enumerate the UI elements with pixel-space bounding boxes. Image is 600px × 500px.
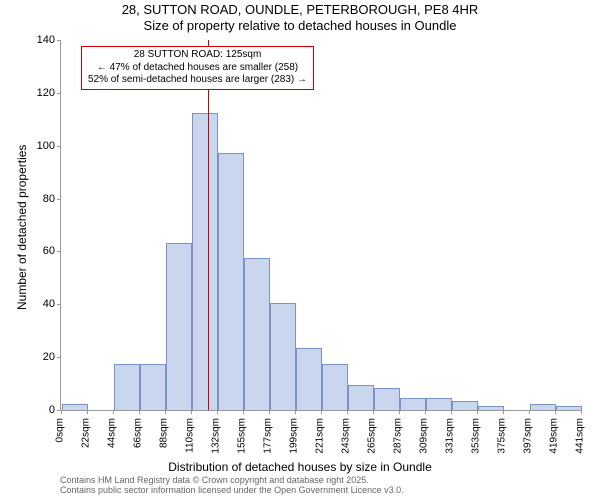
y-tick-label: 140 [37,34,55,46]
y-tick-label: 40 [43,298,55,310]
histogram-bar [296,348,322,410]
x-tick-label: 375sqm [497,418,508,454]
x-tick-mark [243,410,244,414]
x-tick-mark [373,410,374,414]
footer-attribution: Contains HM Land Registry data © Crown c… [60,476,404,496]
y-tick-mark [57,146,61,147]
y-tick-mark [57,304,61,305]
x-tick-label: 0sqm [55,418,66,442]
histogram-bar [348,385,374,410]
x-tick-label: 177sqm [263,418,274,454]
x-tick-mark [529,410,530,414]
x-tick-label: 331sqm [445,418,456,454]
histogram-bar [322,364,348,410]
histogram-bar [244,258,270,410]
x-tick-label: 66sqm [133,418,144,448]
histogram-bar [426,398,452,410]
x-tick-label: 441sqm [575,418,586,454]
histogram-bar [114,364,140,410]
x-tick-mark [217,410,218,414]
x-tick-mark [87,410,88,414]
y-tick-label: 20 [43,351,55,363]
chart-container: 28, SUTTON ROAD, OUNDLE, PETERBOROUGH, P… [0,0,600,500]
y-axis-label: Number of detached properties [15,145,29,310]
y-tick-label: 100 [37,140,55,152]
histogram-bar [166,243,192,411]
x-tick-mark [347,410,348,414]
x-tick-mark [477,410,478,414]
x-tick-mark [399,410,400,414]
histogram-bar [192,113,218,410]
footer-line2: Contains public sector information licen… [60,486,404,496]
y-tick-label: 0 [49,404,55,416]
x-tick-label: 265sqm [367,418,378,454]
x-tick-label: 22sqm [81,418,92,448]
y-tick-mark [57,251,61,252]
x-tick-label: 221sqm [315,418,326,454]
x-tick-label: 243sqm [341,418,352,454]
x-tick-mark [269,410,270,414]
histogram-bar [556,406,582,410]
histogram-bar [62,404,88,410]
x-axis-label: Distribution of detached houses by size … [0,460,600,474]
x-tick-mark [555,410,556,414]
y-tick-label: 60 [43,245,55,257]
x-tick-label: 88sqm [159,418,170,448]
x-tick-label: 353sqm [471,418,482,454]
x-tick-mark [425,410,426,414]
annotation-box: 28 SUTTON ROAD: 125sqm← 47% of detached … [81,46,314,90]
histogram-bar [140,364,166,410]
x-tick-label: 199sqm [289,418,300,454]
histogram-bar [530,404,556,410]
y-tick-mark [57,40,61,41]
x-tick-label: 419sqm [549,418,560,454]
chart-title-line1: 28, SUTTON ROAD, OUNDLE, PETERBOROUGH, P… [0,2,600,17]
x-tick-mark [451,410,452,414]
x-tick-mark [321,410,322,414]
x-tick-mark [295,410,296,414]
x-tick-label: 110sqm [185,418,196,453]
x-tick-label: 155sqm [237,418,248,454]
annotation-line: 28 SUTTON ROAD: 125sqm [88,49,307,62]
x-tick-label: 309sqm [419,418,430,454]
histogram-bar [374,388,400,410]
histogram-bar [478,406,504,410]
y-tick-mark [57,357,61,358]
y-tick-label: 80 [43,193,55,205]
x-tick-mark [191,410,192,414]
chart-title-line2: Size of property relative to detached ho… [0,18,600,33]
y-tick-label: 120 [37,87,55,99]
y-tick-mark [57,93,61,94]
histogram-bar [270,303,296,410]
x-tick-label: 287sqm [393,418,404,454]
x-tick-label: 397sqm [523,418,534,454]
plot-area: 28 SUTTON ROAD: 125sqm← 47% of detached … [60,40,581,411]
x-tick-mark [503,410,504,414]
x-tick-label: 132sqm [211,418,222,454]
x-tick-mark [61,410,62,414]
histogram-bar [452,401,478,410]
x-tick-mark [139,410,140,414]
annotation-line: ← 47% of detached houses are smaller (25… [88,62,307,75]
x-tick-mark [581,410,582,414]
x-tick-mark [165,410,166,414]
marker-line [208,40,209,410]
annotation-line: 52% of semi-detached houses are larger (… [88,74,307,87]
histogram-bar [400,398,426,410]
x-tick-mark [113,410,114,414]
histogram-bar [218,153,244,410]
x-tick-label: 44sqm [107,418,118,448]
y-tick-mark [57,199,61,200]
